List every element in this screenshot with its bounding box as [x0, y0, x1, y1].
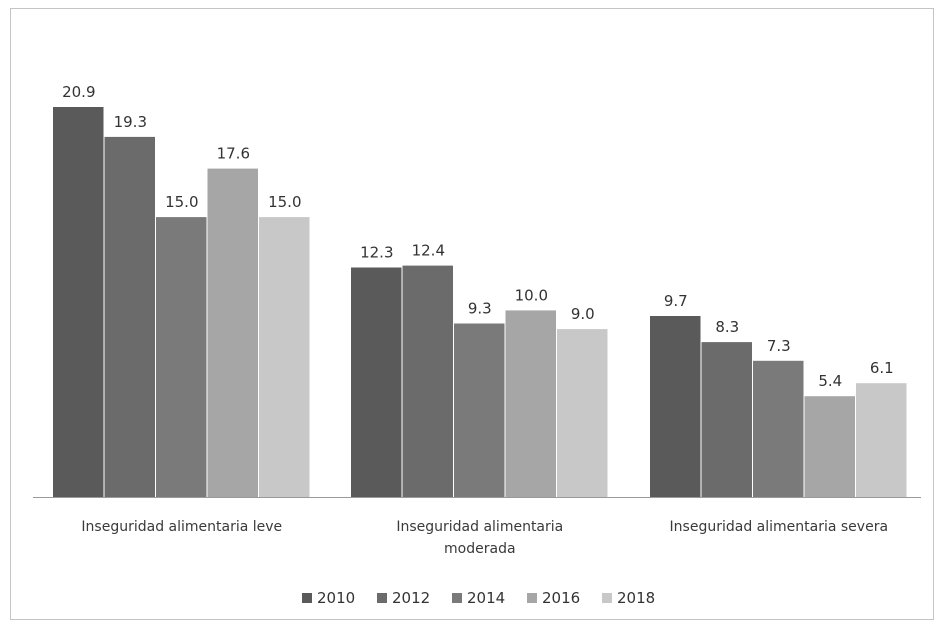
value-label-2018-1: 15.0 — [268, 193, 301, 211]
bar-2016-2 — [505, 310, 556, 497]
value-label-2012-2: 12.4 — [412, 242, 445, 260]
legend-label-2018: 2018 — [617, 589, 655, 607]
bar-2018-1 — [259, 217, 310, 497]
bar-2012-1 — [104, 136, 155, 497]
value-label-2016-2: 10.0 — [515, 286, 548, 304]
value-label-2012-1: 19.3 — [114, 113, 147, 131]
legend-swatch-2010 — [302, 593, 312, 603]
legend-label-2014: 2014 — [467, 589, 505, 607]
value-label-2016-1: 17.6 — [217, 145, 250, 163]
legend-label-2010: 2010 — [317, 589, 355, 607]
bar-2014-3 — [753, 360, 804, 497]
bar-2016-1 — [207, 168, 258, 497]
legend-label-2012: 2012 — [392, 589, 430, 607]
legend-swatch-2016 — [527, 593, 537, 603]
category-labels-group: Inseguridad alimentaria leve Inseguridad … — [81, 519, 888, 557]
value-label-2012-3: 8.3 — [715, 318, 739, 336]
value-label-2018-3: 6.1 — [870, 359, 894, 377]
bar-2016-3 — [804, 396, 855, 497]
value-label-2014-2: 9.3 — [468, 300, 492, 318]
value-label-2014-3: 7.3 — [767, 337, 791, 355]
category-label-3: Inseguridad alimentaria severa — [670, 519, 888, 535]
category-label-2-line-1: Inseguridad alimentaria — [396, 519, 563, 535]
value-label-2018-2: 9.0 — [571, 305, 595, 323]
value-label-2010-2: 12.3 — [360, 244, 393, 262]
value-label-2016-3: 5.4 — [818, 372, 842, 390]
legend-swatch-2014 — [452, 593, 462, 603]
legend: 2010 2012 2014 2016 2018 — [302, 589, 655, 607]
legend-label-2016: 2016 — [542, 589, 580, 607]
value-label-2010-3: 9.7 — [664, 292, 688, 310]
value-label-2010-1: 20.9 — [62, 83, 95, 101]
bar-2012-3 — [701, 342, 752, 497]
category-label-1: Inseguridad alimentaria leve — [81, 519, 282, 535]
bar-2018-3 — [856, 383, 907, 497]
legend-swatch-2018 — [602, 593, 612, 603]
category-label-2-line-2: moderada — [444, 541, 516, 557]
bar-2010-2 — [351, 267, 402, 497]
legend-swatch-2012 — [377, 593, 387, 603]
bar-2014-1 — [156, 217, 207, 497]
bar-2018-2 — [557, 329, 608, 497]
bar-2010-1 — [53, 107, 104, 497]
bar-2010-3 — [650, 316, 701, 497]
bars-group — [53, 107, 907, 497]
bar-2012-2 — [402, 265, 453, 497]
bar-2014-2 — [454, 323, 505, 497]
value-labels-group: 20.9 19.3 15.0 17.6 15.0 12.3 12.4 9.3 10.0 9.0 9.… — [62, 83, 894, 390]
value-label-2014-1: 15.0 — [165, 193, 198, 211]
